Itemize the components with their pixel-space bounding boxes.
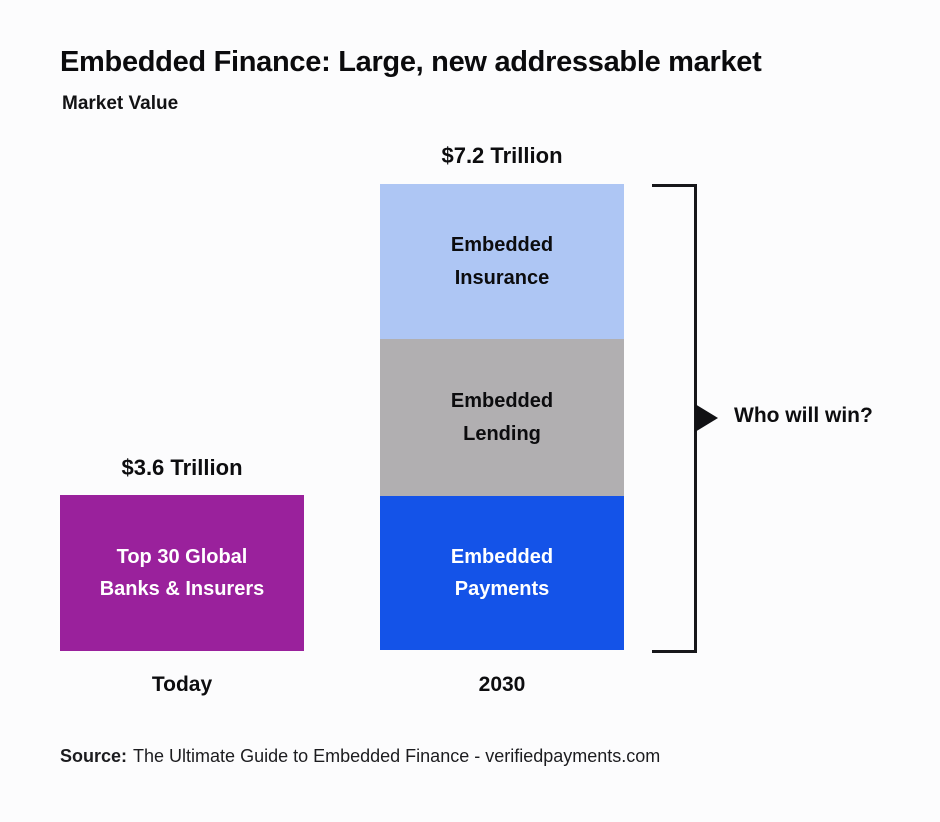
- x-axis-label-2030: 2030: [478, 673, 526, 696]
- chart-title: Embedded Finance: Large, new addressable…: [60, 46, 762, 78]
- segment-embedded-insurance: Embedded Insurance: [380, 184, 624, 339]
- total-value-2030: $7.2 Trillion: [441, 143, 563, 168]
- segment-label-top-30-global-banks-insurers: Top 30 Global Banks & Insurers: [99, 545, 265, 600]
- x-axis-label-today: Today: [151, 673, 213, 696]
- bar-today: Top 30 Global Banks & Insurers: [60, 495, 304, 651]
- segment-label-embedded-lending: Embedded Lending: [450, 390, 554, 445]
- total-value-today: $3.6 Trillion: [121, 455, 243, 480]
- segment-embedded-payments: Embedded Payments: [380, 496, 624, 650]
- annotation-who-will-win: Who will win?: [734, 404, 873, 427]
- source-label: Source:: [60, 746, 128, 766]
- source-line: Source: The Ultimate Guide to Embedded Fi…: [60, 746, 660, 767]
- source-text: The Ultimate Guide to Embedded Finance -…: [133, 746, 661, 766]
- bracket: [652, 184, 697, 653]
- arrow-right-icon: [695, 404, 718, 432]
- bar-2030: Embedded Insurance Embedded Lending Embe…: [380, 184, 624, 650]
- segment-embedded-lending: Embedded Lending: [380, 339, 624, 496]
- segment-label-embedded-payments: Embedded Payments: [450, 545, 554, 600]
- chart-subtitle: Market Value: [62, 93, 179, 114]
- segment-label-embedded-insurance: Embedded Insurance: [450, 234, 554, 289]
- segment-top-30-global-banks-insurers: Top 30 Global Banks & Insurers: [60, 495, 304, 651]
